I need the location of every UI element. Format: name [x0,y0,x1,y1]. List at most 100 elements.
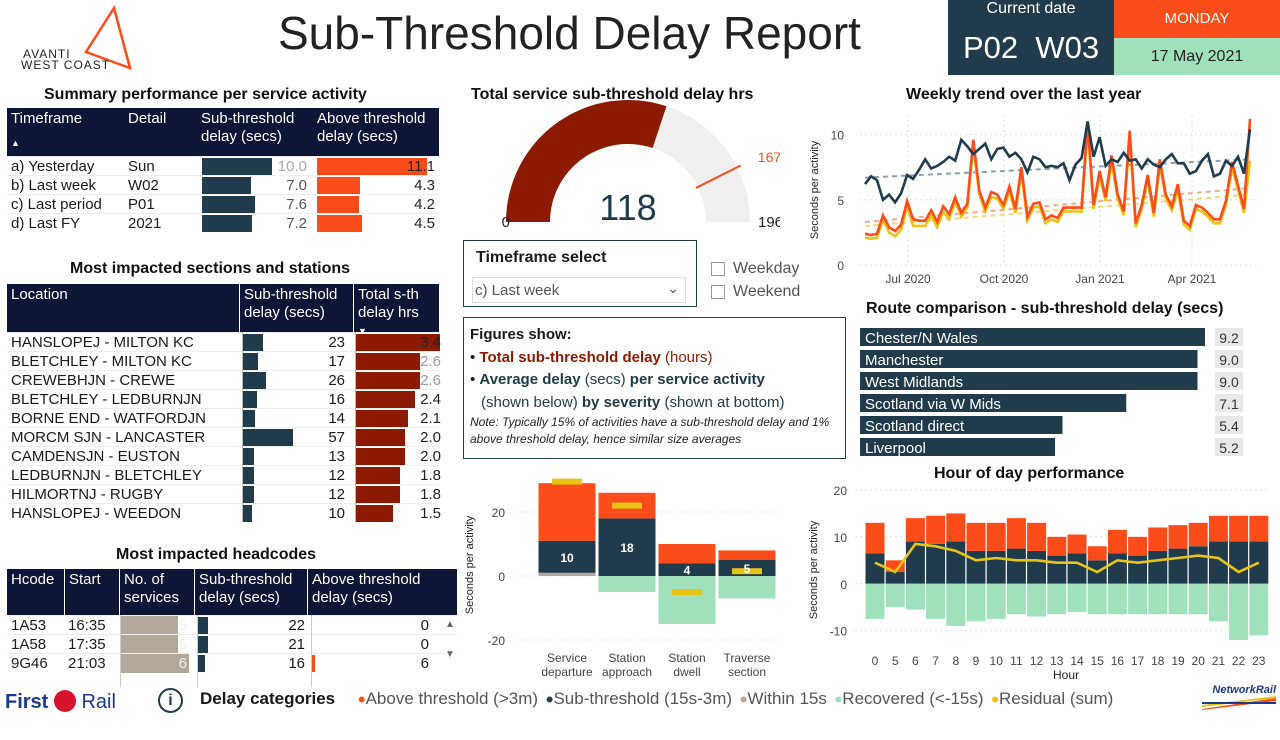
figures-line1-bold: Total sub-threshold delay [479,348,661,366]
hour-above-bar [1148,527,1168,551]
section-sub-bar [243,448,255,465]
figures-line2-mid: (secs) [584,371,626,388]
section-hrs-value: 2.4 [420,391,441,408]
headcode-sub-bar [198,617,208,634]
hour-xtick-label: 15 [1091,654,1105,668]
section-sub-bar [243,334,264,351]
avanti-logo: AVANTI WEST COAST [18,4,138,74]
hour-above-bar [1128,536,1148,556]
section-hrs-value: 2.6 [420,353,441,370]
sections-col-hrs[interactable]: Total s-th delay hrs ▼ [353,284,439,336]
summary-above-bar [317,158,427,175]
hour-xtick-label: 6 [912,654,919,668]
summary-detail: 2021 [128,215,162,232]
sections-row[interactable]: HANSLOPEJ - WEEDON 10 1.5 [7,503,441,522]
headcode-id: 1A53 [11,617,47,634]
sections-row[interactable]: CAMDENSJN - EUSTON 13 2.0 [7,446,441,465]
sections-sub-divider [242,332,243,522]
route-comparison-chart: Chester/N Wales 9.2 Manchester 9.0 West Midl… [860,328,1243,457]
timeframe-select-panel: Timeframe select c) Last week ⌄ [463,240,697,307]
hour-xtick-label: 0 [872,654,879,668]
activity-xtick-label: Service [547,651,587,665]
route-value-label: 5.2 [1219,440,1239,456]
section-sub-bar [243,353,258,370]
headcodes-header: Hcode Start No. of services Sub-threshol… [7,569,457,615]
timeframe-dropdown[interactable]: c) Last week ⌄ [472,277,686,303]
hour-xtick-label: 16 [1111,654,1125,668]
summary-sub-value: 7.2 [286,215,307,232]
activity-above-bar [658,544,716,564]
hour-xtick-label: 21 [1212,654,1226,668]
route-value-bg [1215,328,1243,346]
headcode-above-value: 6 [420,655,429,672]
info-icon[interactable]: i [158,688,183,713]
scroll-down-icon[interactable]: ▼ [445,649,455,660]
legend-within-label: Within 15s [747,689,827,708]
scroll-up-icon[interactable]: ▲ [445,619,455,630]
weekday-checkbox[interactable]: Weekday [711,260,799,278]
section-sub-value: 17 [328,353,345,370]
route-value-label: 9.0 [1219,374,1239,390]
hour-xtick-label: 7 [932,654,939,668]
summary-col-sub[interactable]: Sub-threshold delay (secs) [201,110,295,145]
headcode-services-divider [120,615,121,687]
legend-above-dot-icon: • [357,687,366,712]
sections-row[interactable]: HILMORTNJ - RUGBY 12 1.8 [7,484,441,503]
headcode-above-value: 0 [420,636,429,653]
section-hrs-value: 2.1 [420,410,441,427]
headcode-row[interactable]: 9G46 21:03 6 16 6 [7,653,457,673]
summary-header: Timeframe ▲ Detail Sub-threshold delay (s… [7,108,439,156]
hour-recovered-bar [1067,583,1087,612]
summary-col-detail[interactable]: Detail [128,110,167,127]
section-sub-bar [243,391,258,408]
weekend-checkbox[interactable]: Weekend [711,283,800,301]
hour-recovered-bar [1208,583,1228,622]
sections-col-sub[interactable]: Sub-threshold delay (secs) [239,284,353,332]
hour-ylabel: Seconds per activity [808,520,820,619]
headcodes-col-sub[interactable]: Sub-threshold delay (secs) [194,569,307,615]
section-sub-value: 14 [328,410,345,427]
headcodes-col-above[interactable]: Above threshold delay (secs) [307,569,437,615]
summary-row[interactable]: d) Last FY 2021 7.2 4.5 [7,213,439,232]
headcodes-col-services[interactable]: No. of services [119,569,194,615]
sections-row[interactable]: BLETCHLEY - LEDBURNJN 16 2.4 [7,389,441,408]
hour-xtick-label: 11 [1010,654,1023,668]
weekend-checkbox-box[interactable] [711,284,725,299]
summary-col-above[interactable]: Above threshold delay (secs) [317,110,426,145]
weekend-label: Weekend [733,283,801,300]
summary-above-bar [317,215,362,232]
section-hrs-bar [356,429,406,446]
hour-sub-bar [905,541,925,584]
route-title: Route comparison - sub-threshold delay (… [866,300,1224,317]
summary-sub-bar [202,158,272,175]
weekday-checkbox-box[interactable] [711,261,725,276]
section-sub-bar [243,410,256,427]
sections-row[interactable]: MORCM SJN - LANCASTER 57 2.0 [7,427,441,446]
summary-row[interactable]: c) Last period P01 7.6 4.2 [7,194,439,213]
summary-above-value: 4.5 [414,215,435,232]
headcode-row[interactable]: 1A53 16:35 5 22 0 [7,615,457,635]
headcode-row[interactable]: 1A58 17:35 5 21 0 [7,634,457,654]
sections-hrs-divider [355,332,356,522]
headcodes-col-hcode[interactable]: Hcode [11,571,55,588]
trend-xtick-label: Jul 2020 [885,272,931,286]
sections-row[interactable]: BLETCHLEY - MILTON KC 17 2.6 [7,351,441,370]
sort-up-icon: ▲ [11,138,20,148]
timeframe-select-title: Timeframe select [476,249,607,266]
sections-row[interactable]: BORNE END - WATFORDJN 14 2.1 [7,408,441,427]
headcode-start: 17:35 [68,636,106,653]
legend-residual-dot-icon: • [991,687,999,712]
summary-row[interactable]: a) Yesterday Sun 10.0 11.1 [7,156,439,175]
route-bar [860,394,1127,412]
hour-ytick-label: -10 [830,625,848,639]
summary-detail: Sun [128,158,155,175]
figures-show-title: Figures show: [470,326,572,343]
activity-ytick-label: -20 [488,634,506,648]
summary-row[interactable]: b) Last week W02 7.0 4.3 [7,175,439,194]
headcodes-col-start[interactable]: Start [64,569,119,615]
summary-col-timeframe[interactable]: Timeframe ▲ [7,108,124,156]
sections-row[interactable]: LEDBURNJN - BLETCHLEY 12 1.8 [7,465,441,484]
sections-row[interactable]: HANSLOPEJ - MILTON KC 23 3.4 [7,332,441,351]
sections-col-location[interactable]: Location [11,286,68,303]
sections-row[interactable]: CREWEBHJN - CREWE 26 2.6 [7,370,441,389]
